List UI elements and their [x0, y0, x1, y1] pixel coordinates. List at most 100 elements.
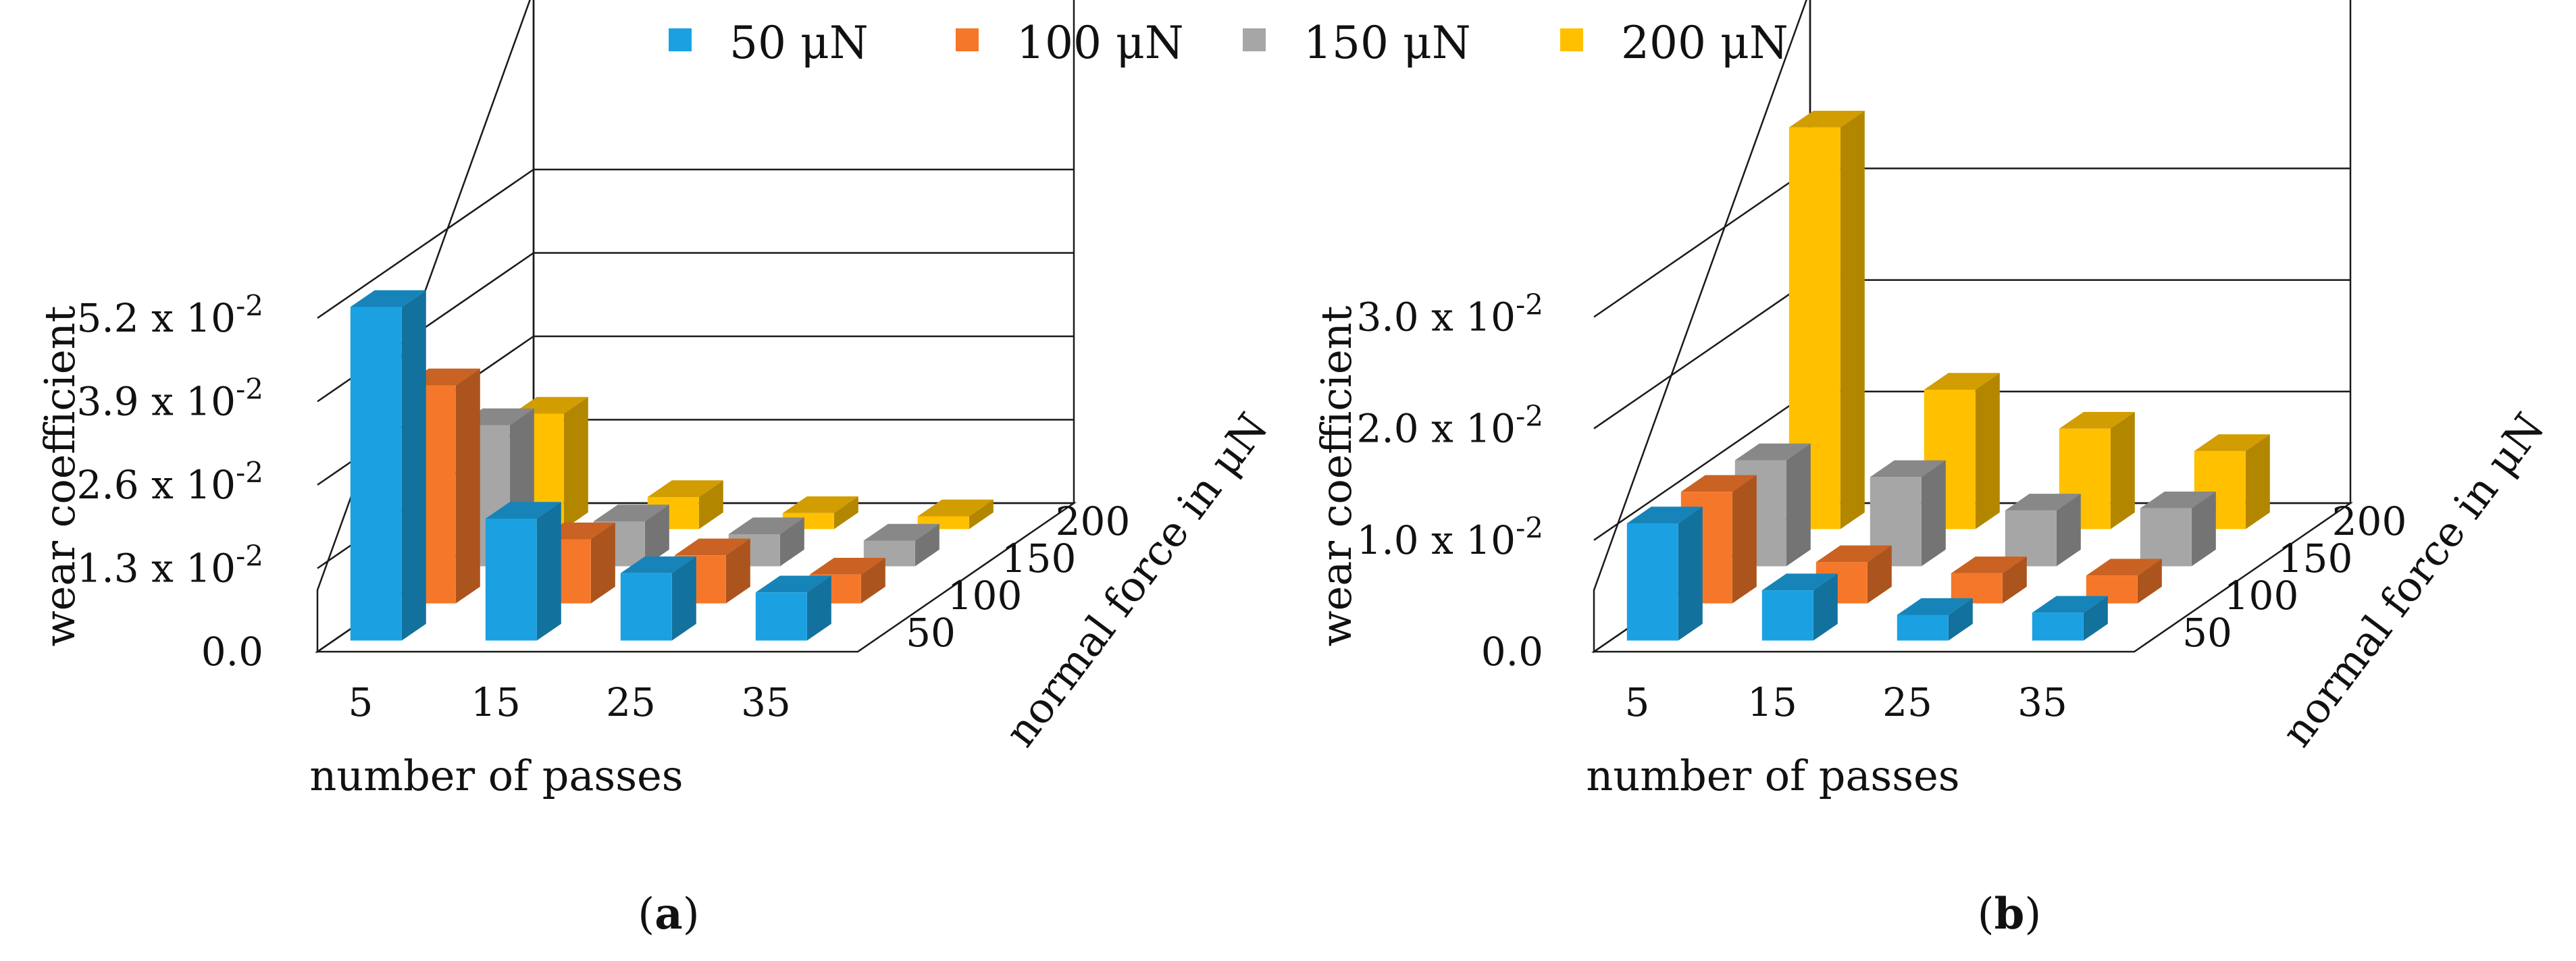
panel-letter: b	[1994, 889, 2025, 939]
y-tick-mantissa: 0.0	[201, 629, 263, 675]
bar-top	[917, 499, 994, 517]
y-tick-mantissa: 2.6 x 10	[76, 462, 236, 508]
bar-front	[755, 592, 807, 641]
depth-tick-label: 150	[2278, 536, 2353, 581]
bar-100-n-passes-35	[2086, 559, 2162, 604]
bar-side	[590, 522, 615, 604]
y-tick-mantissa: 0.0	[1481, 629, 1543, 675]
bar-top	[782, 496, 858, 513]
gridline	[317, 168, 1074, 319]
bar-top	[593, 504, 669, 521]
depth-tick-label: 50	[906, 610, 956, 656]
y-tick-mantissa: 5.2 x 10	[76, 295, 236, 341]
bar-side	[1867, 545, 1892, 604]
panel-paren-open: (	[638, 889, 654, 939]
bar-top	[1626, 507, 1703, 524]
y-tick-label: 0.0	[1481, 629, 1543, 675]
x-tick-label: 15	[1747, 679, 1797, 725]
bar-side	[2245, 434, 2270, 529]
x-tick-label: 5	[349, 679, 373, 725]
bar-top	[2194, 434, 2270, 451]
bar-side	[806, 575, 831, 641]
bar-top	[1951, 556, 2027, 573]
bar-top	[2086, 559, 2162, 576]
bar-150-n-passes-25	[728, 517, 804, 567]
bar-top	[1870, 460, 1946, 477]
bar-front	[1761, 590, 1813, 641]
bar-100-n-passes-15	[1815, 545, 1892, 604]
bar-150-n-passes-25	[2005, 494, 2081, 567]
bar-top	[755, 575, 831, 593]
bar-side	[915, 523, 939, 567]
bar-side	[1786, 443, 1811, 567]
depth-tick-label: 200	[2332, 498, 2407, 544]
bar-top	[350, 290, 426, 307]
bar-200-n-passes-5	[1788, 110, 1865, 529]
y-tick-mantissa: 1.3 x 10	[76, 546, 236, 592]
legend-swatch-200-n	[1560, 28, 1583, 51]
depth-tick-label: 50	[2182, 610, 2232, 656]
bar-front	[2140, 508, 2192, 567]
bar-top	[620, 556, 696, 573]
x-tick-label: 5	[1625, 679, 1650, 725]
panel-b: 0.01.0 x 10-22.0 x 10-23.0 x 10-25 15 25 35…	[1312, 0, 2554, 939]
y-tick-exponent: -2	[236, 456, 263, 489]
depth-tick-label: 200	[1056, 498, 1131, 544]
bar-200-n-passes-25	[782, 496, 858, 529]
y-tick-mantissa: 1.0 x 10	[1356, 517, 1516, 563]
bar-side	[1921, 460, 1946, 567]
bar-side	[725, 538, 750, 604]
y-axis-title: wear coefficient	[35, 306, 84, 647]
bar-50-n-passes-15	[1761, 573, 1838, 641]
panel-label: (a)	[638, 889, 699, 939]
bar-front	[620, 573, 672, 641]
y-tick-label: 1.0 x 10-2	[1356, 511, 1543, 563]
bar-top	[647, 480, 723, 497]
bar-side	[2110, 412, 2135, 529]
bar-front	[1626, 523, 1678, 641]
panel-label: (b)	[1978, 889, 2042, 939]
y-tick-exponent: -2	[1516, 288, 1543, 321]
panel-paren-close: )	[683, 889, 700, 939]
y-tick-exponent: -2	[236, 289, 263, 322]
legend-swatch-50-n	[669, 28, 692, 51]
legend-swatch-150-n	[1243, 28, 1266, 51]
x-axis-title: number of passes	[309, 751, 683, 800]
bar-50-n-passes-5	[1626, 507, 1703, 641]
depth-tick-label: 100	[2224, 573, 2299, 619]
bar-side	[2191, 491, 2216, 567]
bar-side	[779, 517, 804, 567]
legend-label-200-n: 200 μN	[1621, 17, 1788, 69]
legend-label-150-n: 150 μN	[1304, 17, 1471, 69]
bar-side	[644, 504, 669, 567]
bar-side	[833, 496, 858, 529]
y-tick-exponent: -2	[236, 540, 263, 573]
legend-swatch-100-n	[956, 28, 979, 51]
y-tick-label: 1.3 x 10-2	[76, 540, 263, 592]
y-tick-mantissa: 2.0 x 10	[1356, 406, 1516, 452]
bar-side	[2083, 596, 2108, 641]
x-tick-label: 25	[1882, 679, 1932, 725]
bar-50-n-passes-25	[620, 556, 696, 641]
x-tick-label: 25	[606, 679, 656, 725]
y-tick-label: 2.6 x 10-2	[76, 456, 263, 508]
bar-side	[1813, 573, 1838, 641]
bar-side	[536, 502, 561, 641]
bar-50-n-passes-5	[350, 290, 426, 641]
y-tick-exponent: -2	[1516, 511, 1543, 544]
bar-50-n-passes-35	[2032, 596, 2108, 641]
bar-top	[674, 538, 750, 556]
bar-top	[863, 523, 939, 541]
legend-label-100-n: 100 μN	[1016, 17, 1184, 69]
bar-top	[2032, 596, 2108, 613]
back-wall	[532, 0, 1075, 504]
bar-top	[1897, 598, 1973, 615]
bar-front	[2032, 613, 2084, 641]
bar-top	[728, 517, 804, 534]
bar-side	[1975, 373, 2000, 529]
legend-label-50-n: 50 μN	[729, 17, 869, 69]
panel-paren-close: )	[2024, 889, 2041, 939]
depth-tick-label: 100	[948, 573, 1023, 619]
bar-side	[698, 480, 723, 529]
